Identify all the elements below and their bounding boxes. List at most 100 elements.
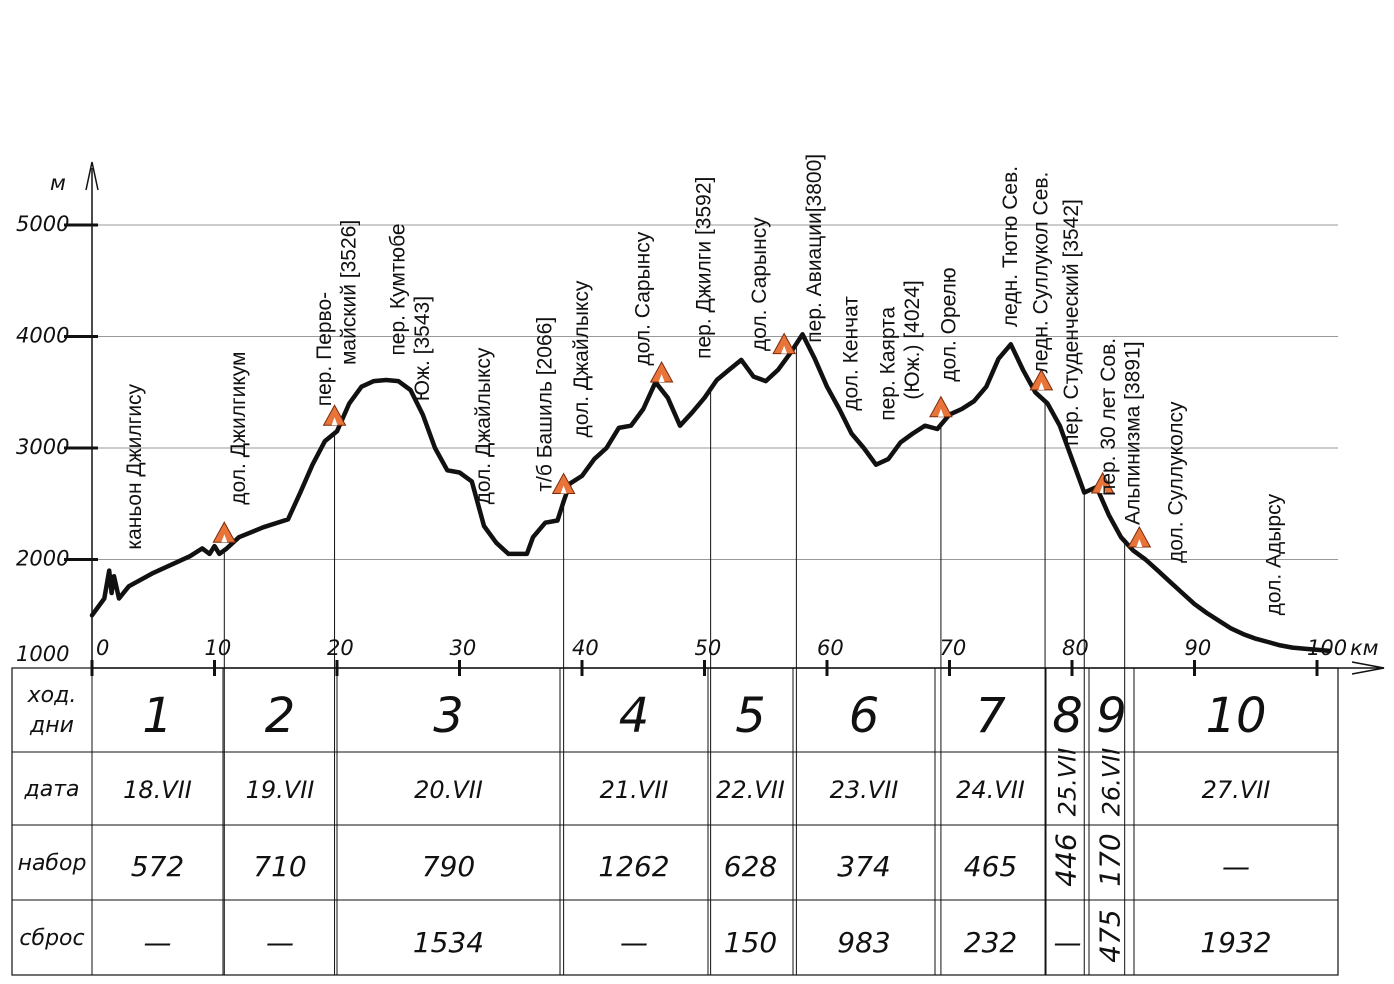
camp-tent-icon [1029,368,1054,391]
date-cell: 18.VII [123,776,192,804]
x-tick-label: 40 [572,636,599,660]
y-unit-label: м [50,171,66,195]
gain-cell: 446 [1050,833,1083,886]
place-label: пер. 30 лет Сов. [1097,338,1120,496]
place-annotations: каньон Джилгису дол. Джилгикум пер. Перво-… [123,154,1285,615]
x-tick-label: 90 [1185,636,1212,660]
place-label: Юж. [3543] [411,296,434,401]
row-header: сброс [19,926,84,951]
loss-cell: 1534 [413,926,484,959]
gain-cell: — [1222,850,1250,883]
x-tick-label: 70 [940,636,967,660]
camp-tent-icon [649,360,674,383]
loss-cell: 983 [837,926,890,959]
place-label: пер. Авиации[3800] [803,154,826,343]
y-tick-label: 5000 [16,212,69,236]
place-label: дол. Кенчат [840,296,863,411]
place-label: ледн. Суллукол Сев. [1030,172,1053,374]
row-header: набор [18,851,87,876]
place-label: каньон Джилгису [123,383,146,549]
place-label: (Юж.) [4024] [901,280,924,399]
camp-tent-icon [1127,526,1152,548]
date-cell: 25.VII [1054,748,1082,817]
day-number: 7 [975,688,1006,744]
x-ticks: 0 10 20 30 40 50 60 70 80 90 100 [90,636,1347,676]
date-cell: 21.VII [600,776,669,804]
x-axis-arrow-icon [1351,661,1385,675]
x-unit-label: км [1350,636,1379,660]
y-tick-label: 2000 [16,547,69,571]
x-tick-label: 30 [450,636,477,660]
date-cell: 22.VII [716,776,785,804]
place-label: пер. Студенческий [3542] [1060,199,1083,446]
x-tick-label: 20 [327,636,354,660]
place-label: дол. Джилгикум [227,352,250,505]
loss-cell: 150 [724,926,777,959]
row-header: дата [24,777,80,802]
gain-cell: 1262 [598,850,669,883]
place-label: т/б Башиль [2066] [533,317,556,492]
date-cell: 19.VII [246,776,315,804]
place-label: дол. Суллуколсу [1164,401,1187,563]
place-label: дол. Орелю [938,267,961,381]
camp-tent-icon [551,472,576,495]
place-label: дол. Джайлыксу [472,347,495,504]
loss-cell: 475 [1094,909,1127,962]
y-ticks: 1000 2000 3000 4000 5000 [16,212,98,666]
camp-tent-icon [772,332,796,355]
gain-cell: 628 [724,850,777,883]
place-label: дол. Сарынсу [748,217,771,351]
place-label: дол. Адырсу [1262,493,1285,615]
date-cell: 27.VII [1202,776,1271,804]
day-number: 9 [1096,688,1127,744]
place-label: дол. Сарынсу [631,231,654,365]
loss-cell: 1932 [1200,926,1271,959]
day-number: 10 [1205,688,1266,744]
place-label: пер. Перво- [313,292,336,406]
y-tick-label: 1000 [16,642,69,666]
row-header: ход. [27,683,77,708]
place-label: Альпинизма [3891] [1121,341,1144,525]
gain-cell: 170 [1094,833,1127,886]
gain-cell: 572 [131,850,184,883]
loss-cell: 232 [964,926,1017,959]
elevation-line [89,332,1332,654]
x-tick-label: 0 [96,636,109,660]
camp-tent-icon [322,404,347,426]
x-tick-label: 80 [1062,636,1089,660]
date-cell: 20.VII [414,776,483,804]
place-label: пер. Джилги [3592] [693,177,716,359]
gain-cell: 465 [964,850,1017,883]
gain-cell: 710 [253,850,306,883]
grid [92,224,1338,560]
y-tick-label: 3000 [16,435,69,459]
place-label: ледн. Тютю Сев. [999,166,1022,327]
date-cell: 23.VII [830,776,899,804]
day-number: 3 [433,688,464,744]
day-number: 5 [735,688,766,744]
day-number: 8 [1052,688,1083,744]
table-border [11,667,1339,976]
loss-cell: — [620,926,648,959]
y-axis-arrow-icon [85,161,99,191]
camp-tent-icon [212,521,237,543]
day-number: 1 [142,688,173,744]
gain-cell: 790 [422,850,475,883]
place-label: дол. Джайлыксу [570,280,593,437]
loss-cell: — [144,926,172,959]
day-number: 6 [849,688,880,744]
camp-markers [212,332,1152,548]
loss-cell: — [266,926,294,959]
place-label: пер. Кумтюбе [386,223,409,355]
day-dividers [223,343,1126,975]
camp-tent-icon [1090,471,1115,494]
y-tick-label: 4000 [16,324,69,348]
itinerary-table: ход. дни дата набор сброс 1 18.VII 572 — 2 19.VII 7… [11,667,1339,976]
x-tick-label: 60 [817,636,844,660]
day-number: 4 [619,688,650,744]
place-label: пер. Каярта [876,307,899,421]
date-cell: 26.VII [1098,748,1126,817]
day-number: 2 [265,688,296,744]
x-tick-label: 10 [205,636,232,660]
